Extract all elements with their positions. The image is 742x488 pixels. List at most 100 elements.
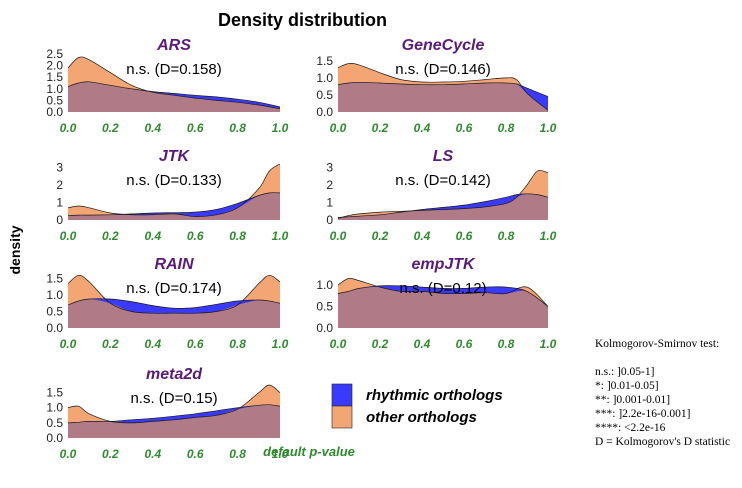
x-tick-label: 1.0	[272, 121, 289, 135]
density-line-rhythmic-ars	[67, 81, 281, 108]
x-tick-label: 1.0	[540, 121, 557, 135]
y-tick-label: 2.5	[46, 47, 63, 61]
x-tick-label: 0.0	[60, 337, 77, 351]
panels-group: 0.00.51.01.52.02.50.0 0.2 0.4 0.6 0.8 1.0ARSn…	[46, 37, 556, 461]
x-tick-label: 1.0	[272, 229, 289, 243]
x-tick-label: 1.0	[540, 229, 557, 243]
x-tick-label: 0.8	[229, 337, 246, 351]
density-line-other-genecycle	[337, 63, 549, 111]
x-tick-label: 0.0	[330, 229, 347, 243]
x-tick-label: 0.8	[229, 121, 246, 135]
x-tick-label: 1.0	[272, 447, 289, 461]
density-line-other-rain	[67, 274, 281, 314]
density-line-other-empjtk	[337, 277, 549, 307]
density-area-overlap-ars	[68, 81, 280, 112]
y-tick-label: 1.5	[46, 272, 63, 286]
y-tick-label: 0.5	[316, 88, 333, 102]
x-tick-label: 0.8	[229, 447, 246, 461]
x-tick-label: 0.0	[60, 121, 77, 135]
legend-label-other: other orthologs	[366, 409, 477, 426]
density-line-rhythmic-empjtk	[337, 285, 549, 307]
x-tick-label: 0.8	[498, 121, 515, 135]
legend-label-rhythmic: rhythmic orthologs	[366, 387, 503, 404]
x-tick-label: 0.2	[102, 447, 119, 461]
panel-stat-empjtk: n.s. (D=0.12)	[399, 280, 486, 297]
y-tick-label: 1.0	[46, 288, 63, 302]
y-tick-label: 0	[326, 213, 333, 227]
panel-stat-genecycle: n.s. (D=0.146)	[395, 61, 490, 78]
ks-note: Kolmogorov-Smirnov test: n.s.: ]0.05-1] …	[595, 338, 730, 448]
x-axis-label: default p-value	[263, 444, 355, 459]
density-line-other-meta2d	[67, 384, 281, 424]
legend: rhythmic orthologs other orthologs	[331, 383, 503, 429]
panel-title-meta2d: meta2d	[146, 366, 203, 383]
x-tick-label: 0.6	[187, 337, 204, 351]
y-tick-label: 0.5	[316, 300, 333, 314]
x-tick-label: 0.6	[456, 229, 473, 243]
x-tick-label: 0.6	[187, 121, 204, 135]
panel-meta2d: 0.00.51.01.50.0 0.2 0.4 0.6 0.8 1.0meta2dn.s.…	[46, 366, 288, 461]
x-tick-label: 1.0	[540, 337, 557, 351]
panel-stat-jtk: n.s. (D=0.133)	[126, 172, 221, 189]
x-tick-label: 0.8	[498, 337, 515, 351]
y-tick-label: 1.0	[46, 82, 63, 96]
x-tick-label: 0.4	[144, 229, 161, 243]
density-line-rhythmic-genecycle	[337, 81, 549, 97]
x-tick-label: 0.2	[102, 337, 119, 351]
y-tick-label: 1.0	[316, 71, 333, 85]
density-line-rhythmic-ls	[337, 193, 549, 218]
density-area-overlap-genecycle	[338, 82, 548, 112]
density-line-rhythmic-rain	[67, 298, 281, 309]
x-tick-label: 0.0	[60, 447, 77, 461]
x-tick-label: 0.8	[498, 229, 515, 243]
y-tick-label: 0.5	[46, 305, 63, 319]
panel-genecycle: 0.0 0.5 1.0 1.5 0.0 0.2 0.4 0.6 0.8 1.0 GeneCycle n…	[316, 37, 556, 135]
panel-jtk: 0 1 2 3 0.0 0.2 0.4 0.6 0.8 1.0 JTK n.s. (D=0.133)	[56, 148, 288, 243]
x-tick-label: 0.0	[330, 121, 347, 135]
y-tick-label: 3	[326, 161, 333, 175]
y-tick-label: 1.5	[316, 54, 333, 68]
density-area-overlap-jtk	[68, 192, 280, 220]
y-tick-label: 3	[56, 161, 63, 175]
ks-line-2: *: ]0.01-0.05]	[595, 380, 659, 392]
panel-stat-rain: n.s. (D=0.174)	[126, 280, 221, 297]
y-tick-label: 2	[56, 178, 63, 192]
x-tick-label: 0.2	[372, 229, 389, 243]
y-tick-label: 0.5	[46, 416, 63, 430]
x-tick-label: 0.4	[144, 447, 161, 461]
y-axis-label: density	[7, 225, 23, 274]
panel-title-empjtk: empJTK	[411, 256, 476, 273]
legend-swatch-rhythmic	[331, 383, 353, 407]
y-tick-label: 0	[56, 213, 63, 227]
ks-line-5: ****: <2.2e-16	[595, 422, 666, 434]
x-tick-label: 0.4	[414, 229, 431, 243]
x-tick-label: 0.6	[456, 337, 473, 351]
x-tick-label: 0.2	[372, 121, 389, 135]
panel-title-rain: RAIN	[154, 256, 194, 273]
panel-stat-ls: n.s. (D=0.142)	[395, 172, 490, 189]
ks-line-1: n.s.: ]0.05-1]	[595, 366, 654, 378]
panel-rain: 0.0 0.5 1.0 1.5 0.0 0.2 0.4 0.6 0.8 1.0 RAIN n.s. (…	[46, 256, 288, 351]
ks-line-3: **: ]0.001-0.01]	[595, 394, 670, 406]
density-area-overlap-ls	[338, 193, 548, 220]
y-tick-label: 1.5	[46, 70, 63, 84]
x-tick-label: 0.8	[229, 229, 246, 243]
x-tick-label: 0.2	[372, 337, 389, 351]
panel-stat-meta2d: n.s. (D=0.15)	[130, 390, 217, 407]
density-line-other-jtk	[67, 163, 281, 217]
panel-ars: 0.00.51.01.52.02.50.0 0.2 0.4 0.6 0.8 1.0ARSn…	[46, 37, 288, 135]
panel-empjtk: 0.0 0.5 1.0 0.0 0.2 0.4 0.6 0.8 1.0 empJTK n.s. (D…	[316, 256, 556, 351]
x-tick-label: 0.2	[102, 229, 119, 243]
panel-title-jtk: JTK	[159, 148, 191, 165]
y-tick-label: 0.0	[46, 321, 63, 335]
legend-swatch-other	[331, 405, 353, 429]
y-tick-label: 0.0	[46, 105, 63, 119]
y-tick-label: 0.0	[46, 431, 63, 445]
x-tick-label: 0.6	[187, 447, 204, 461]
density-area-overlap-empjtk	[338, 286, 548, 328]
x-tick-label: 0.4	[144, 121, 161, 135]
panel-title-ls: LS	[433, 148, 454, 165]
y-tick-label: 0.0	[316, 321, 333, 335]
density-line-other-ls	[337, 170, 549, 219]
panel-title-ars: ARS	[156, 37, 191, 54]
